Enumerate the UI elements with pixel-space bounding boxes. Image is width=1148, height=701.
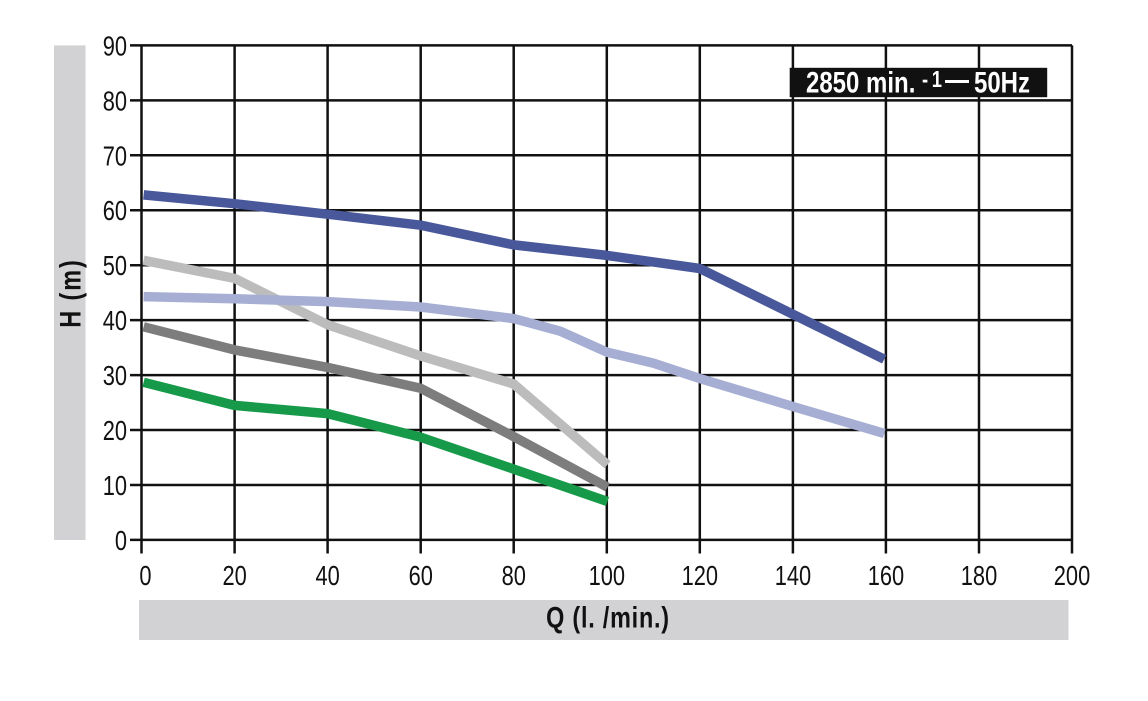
svg-text:- 1: - 1 <box>922 67 942 92</box>
svg-text:50Hz: 50Hz <box>974 65 1030 99</box>
svg-text:20: 20 <box>222 560 246 591</box>
svg-text:2850 min.: 2850 min. <box>806 65 915 99</box>
svg-text:80: 80 <box>502 560 526 591</box>
svg-text:160: 160 <box>868 560 904 591</box>
svg-text:30: 30 <box>103 361 127 392</box>
svg-text:60: 60 <box>409 560 433 591</box>
svg-text:200: 200 <box>1054 560 1090 591</box>
svg-text:60: 60 <box>103 196 127 227</box>
svg-text:180: 180 <box>961 560 997 591</box>
svg-text:120: 120 <box>682 560 718 591</box>
svg-text:90: 90 <box>103 31 127 62</box>
svg-text:0: 0 <box>115 525 127 556</box>
svg-text:100: 100 <box>589 560 625 591</box>
svg-text:80: 80 <box>103 86 127 117</box>
svg-text:50: 50 <box>103 251 127 282</box>
svg-text:140: 140 <box>775 560 811 591</box>
svg-text:—: — <box>945 62 970 96</box>
svg-text:0: 0 <box>139 560 151 591</box>
svg-text:40: 40 <box>315 560 339 591</box>
svg-text:10: 10 <box>103 470 127 501</box>
svg-text:70: 70 <box>103 141 127 172</box>
svg-text:H (m): H (m) <box>54 258 87 328</box>
svg-text:40: 40 <box>103 306 127 337</box>
svg-text:Q (l. /min.): Q (l. /min.) <box>546 601 670 634</box>
svg-text:20: 20 <box>103 415 127 446</box>
